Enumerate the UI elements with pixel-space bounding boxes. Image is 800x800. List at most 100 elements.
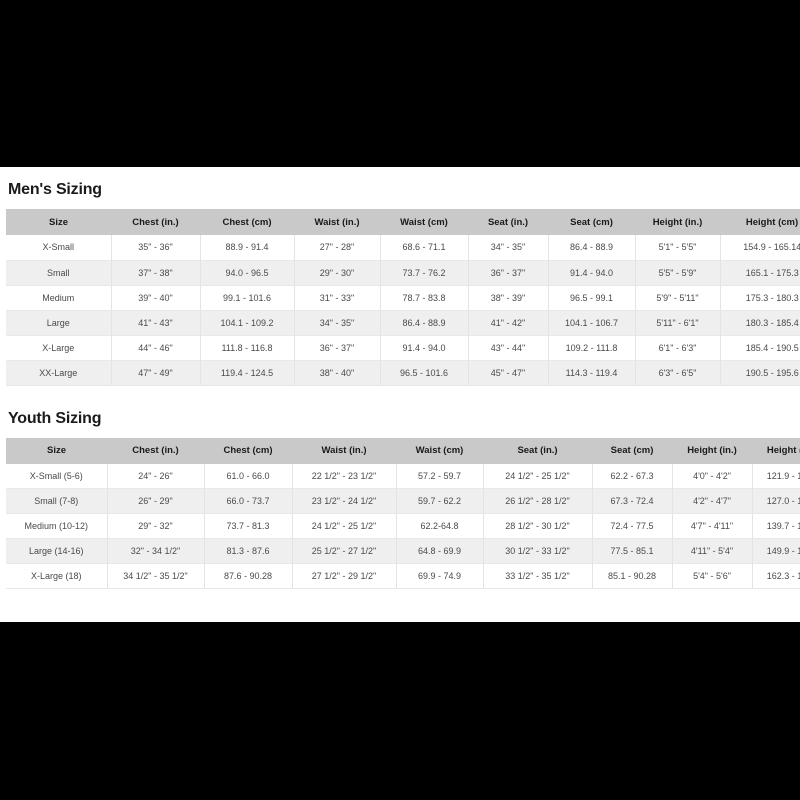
- table-cell: 81.3 - 87.6: [204, 538, 293, 564]
- mens-table-body: X-Small 35" - 36" 88.9 - 91.4 27" - 28" 68.6…: [6, 235, 800, 386]
- table-cell: 175.3 - 180.3: [720, 285, 800, 311]
- table-cell: 111.8 - 116.8: [200, 335, 295, 361]
- table-cell: 68.6 - 71.1: [380, 235, 469, 261]
- table-cell: 121.9 - 127.0: [752, 463, 800, 489]
- table-cell: 5'11" - 6'1": [635, 310, 721, 336]
- table-cell: 190.5 - 195.6: [720, 360, 800, 386]
- table-row: Small (7-8) 26" - 29" 66.0 - 73.7 23 1/2" -…: [6, 488, 800, 514]
- table-cell: 30 1/2" - 33 1/2": [483, 538, 593, 564]
- table-row: Medium 39" - 40" 99.1 - 101.6 31" - 33" 78.7…: [6, 285, 800, 311]
- youth-sizing-title: Youth Sizing: [8, 409, 102, 427]
- table-cell: 43" - 44": [468, 335, 549, 361]
- table-cell: 69.9 - 74.9: [396, 563, 484, 589]
- table-cell: 61.0 - 66.0: [204, 463, 293, 489]
- mens-column-header-height-cm: Height (cm): [720, 209, 800, 235]
- table-cell: 41" - 43": [111, 310, 201, 336]
- table-cell: 5'4" - 5'6": [672, 563, 753, 589]
- table-cell: 33 1/2" - 35 1/2": [483, 563, 593, 589]
- youth-column-header-chest-cm: Chest (cm): [204, 437, 292, 464]
- youth-column-header-height-in: Height (in.): [672, 437, 752, 464]
- table-row: X-Small 35" - 36" 88.9 - 91.4 27" - 28" 68.6…: [6, 235, 800, 261]
- table-cell: 25 1/2" - 27 1/2": [292, 538, 397, 564]
- table-row: Large 41" - 43" 104.1 - 109.2 34" - 35" 86.4…: [6, 310, 800, 336]
- youth-column-header-waist-in: Waist (in.): [292, 437, 396, 464]
- mens-sizing-title: Men's Sizing: [8, 181, 102, 198]
- table-row: XX-Large 47" - 49" 119.4 - 124.5 38" - 40" 9…: [6, 360, 800, 386]
- table-cell: 139.7 - 149.9: [752, 513, 800, 539]
- table-cell: 23 1/2" - 24 1/2": [292, 488, 397, 514]
- table-cell: 26" - 29": [107, 488, 205, 514]
- table-cell: 45" - 47": [468, 360, 549, 386]
- youth-column-header-seat-in: Seat (in.): [483, 437, 592, 464]
- section-spacer: [6, 386, 794, 396]
- table-cell: 59.7 - 62.2: [396, 488, 484, 514]
- table-cell: 96.5 - 101.6: [380, 360, 469, 386]
- table-row: Large (14-16) 32" - 34 1/2" 81.3 - 87.6 25 …: [6, 538, 800, 564]
- youth-size-label: X-Small (5-6): [6, 463, 108, 489]
- table-cell: 4'2" - 4'7": [672, 488, 753, 514]
- table-cell: 109.2 - 111.8: [548, 335, 636, 361]
- table-cell: 165.1 - 175.3: [720, 260, 800, 286]
- table-cell: 4'11" - 5'4": [672, 538, 753, 564]
- table-cell: 62.2-64.8: [396, 513, 484, 539]
- mens-size-label: Small: [6, 260, 112, 286]
- table-cell: 27" - 28": [294, 235, 381, 261]
- youth-size-label: Large (14-16): [6, 538, 108, 564]
- table-cell: 34" - 35": [468, 235, 549, 261]
- table-cell: 72.4 - 77.5: [592, 513, 673, 539]
- table-cell: 85.1 - 90.28: [592, 563, 673, 589]
- table-cell: 37" - 38": [111, 260, 201, 286]
- mens-size-label: XX-Large: [6, 360, 112, 386]
- sizing-content-area: Men's Sizing Size Chest (in.) Chest (cm) Wa…: [0, 167, 800, 622]
- table-cell: 22 1/2" - 23 1/2": [292, 463, 397, 489]
- table-cell: 78.7 - 83.8: [380, 285, 469, 311]
- table-cell: 29" - 32": [107, 513, 205, 539]
- table-cell: 38" - 40": [294, 360, 381, 386]
- youth-table-header-row: Size Chest (in.) Chest (cm) Waist (in.) Wais…: [6, 437, 800, 464]
- youth-size-label: Small (7-8): [6, 488, 108, 514]
- mens-size-label: Medium: [6, 285, 112, 311]
- table-cell: 28 1/2" - 30 1/2": [483, 513, 593, 539]
- table-cell: 180.3 - 185.4: [720, 310, 800, 336]
- mens-column-header-waist-in: Waist (in.): [294, 209, 380, 235]
- youth-column-header-waist-cm: Waist (cm): [396, 437, 483, 464]
- table-cell: 34 1/2" - 35 1/2": [107, 563, 205, 589]
- table-cell: 64.8 - 69.9: [396, 538, 484, 564]
- youth-column-header-chest-in: Chest (in.): [107, 437, 204, 464]
- table-cell: 32" - 34 1/2": [107, 538, 205, 564]
- table-cell: 44" - 46": [111, 335, 201, 361]
- youth-table-body: X-Small (5-6) 24" - 26" 61.0 - 66.0 22 1/2"…: [6, 463, 800, 589]
- table-cell: 127.0 - 139.7: [752, 488, 800, 514]
- table-cell: 91.4 - 94.0: [548, 260, 636, 286]
- mens-column-header-height-in: Height (in.): [635, 209, 720, 235]
- table-cell: 114.3 - 119.4: [548, 360, 636, 386]
- youth-sizing-table: Size Chest (in.) Chest (cm) Waist (in.) Wais…: [6, 437, 800, 589]
- table-cell: 104.1 - 106.7: [548, 310, 636, 336]
- table-cell: 5'9" - 5'11": [635, 285, 721, 311]
- table-cell: 39" - 40": [111, 285, 201, 311]
- table-cell: 27 1/2" - 29 1/2": [292, 563, 397, 589]
- table-cell: 119.4 - 124.5: [200, 360, 295, 386]
- table-cell: 34" - 35": [294, 310, 381, 336]
- table-cell: 99.1 - 101.6: [200, 285, 295, 311]
- table-cell: 96.5 - 99.1: [548, 285, 636, 311]
- table-cell: 185.4 - 190.5: [720, 335, 800, 361]
- mens-column-header-seat-in: Seat (in.): [468, 209, 548, 235]
- table-cell: 31" - 33": [294, 285, 381, 311]
- table-cell: 66.0 - 73.7: [204, 488, 293, 514]
- table-cell: 62.2 - 67.3: [592, 463, 673, 489]
- table-cell: 38" - 39": [468, 285, 549, 311]
- mens-column-header-seat-cm: Seat (cm): [548, 209, 635, 235]
- table-row: X-Small (5-6) 24" - 26" 61.0 - 66.0 22 1/2"…: [6, 463, 800, 489]
- table-cell: 88.9 - 91.4: [200, 235, 295, 261]
- table-cell: 24 1/2" - 25 1/2": [483, 463, 593, 489]
- table-cell: 162.3 - 167.6: [752, 563, 800, 589]
- table-cell: 91.4 - 94.0: [380, 335, 469, 361]
- table-cell: 86.4 - 88.9: [380, 310, 469, 336]
- table-cell: 26 1/2" - 28 1/2": [483, 488, 593, 514]
- table-cell: 104.1 - 109.2: [200, 310, 295, 336]
- table-cell: 29" - 30": [294, 260, 381, 286]
- mens-table-header-row: Size Chest (in.) Chest (cm) Waist (in.) Wais…: [6, 209, 800, 235]
- youth-column-header-height-cm: Height (cm): [752, 437, 800, 464]
